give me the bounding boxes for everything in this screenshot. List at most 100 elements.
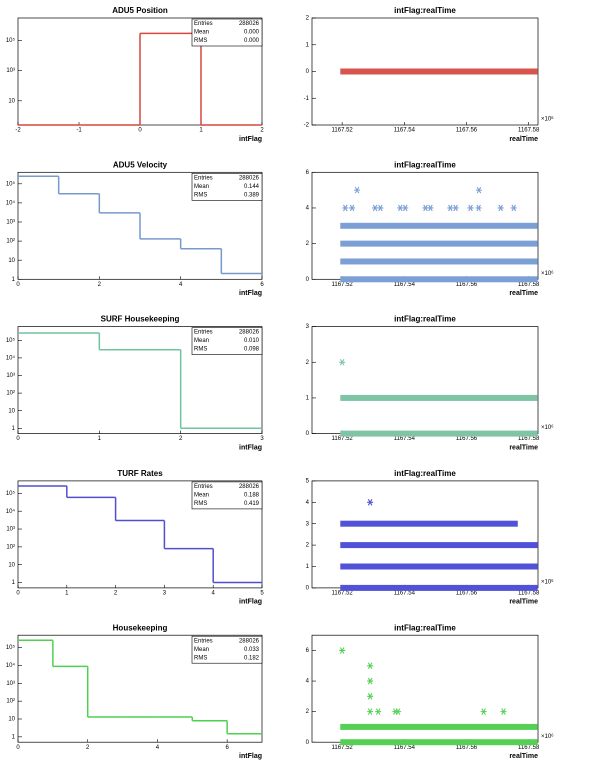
- x-tick-label: 4: [156, 745, 160, 751]
- x-axis-title: intFlag: [239, 753, 262, 760]
- chart-title: intFlag:realTime: [394, 315, 456, 324]
- y-tick-label: 10²: [6, 699, 15, 705]
- stats-label: RMS: [194, 347, 207, 353]
- stats-label: Entries: [194, 638, 213, 644]
- x-axis-title: realTime: [509, 599, 538, 606]
- x-tick-label: -2: [15, 128, 21, 134]
- y-tick-label: 10: [8, 98, 15, 104]
- stats-value: 0.010: [244, 338, 260, 344]
- stats-label: Mean: [194, 30, 209, 36]
- scatter-point: [377, 204, 384, 212]
- x-axis-title: realTime: [509, 444, 538, 451]
- x-tick-label: 0: [16, 745, 20, 751]
- x-tick-label: 1167.52: [332, 745, 354, 751]
- plot-frame: [17, 326, 263, 434]
- x-tick-label: 1167.58: [518, 590, 540, 596]
- scatter-point: [402, 204, 409, 212]
- y-tick-label: 2: [306, 16, 310, 22]
- y-tick-label: 10⁵: [6, 37, 16, 44]
- stats-value: 0.188: [244, 492, 260, 498]
- x-exponent: ×10⁶: [541, 270, 554, 277]
- y-tick-label: 10³: [6, 681, 15, 687]
- x-tick-label: 1167.52: [332, 590, 354, 596]
- chart-title: ADU5 Velocity: [113, 160, 168, 169]
- chart-title: Housekeeping: [113, 623, 168, 632]
- stats-value: 0.098: [244, 347, 260, 353]
- y-tick-label: 1: [306, 396, 310, 402]
- stats-box: [191, 18, 263, 47]
- stats-box: [191, 173, 263, 201]
- x-tick-label: 1167.54: [394, 590, 416, 596]
- x-tick-label: 2: [86, 745, 90, 751]
- stats-value: 288026: [239, 330, 260, 336]
- y-tick-label: 10²: [6, 544, 15, 550]
- x-tick-label: 6: [260, 282, 264, 288]
- scatter-point: [447, 204, 454, 212]
- scatter-point: [452, 204, 459, 212]
- chart-title: SURF Housekeeping: [101, 315, 180, 324]
- y-tick-label: 10²: [6, 391, 15, 397]
- stats-label: RMS: [194, 192, 207, 198]
- scatter-point: [339, 647, 346, 654]
- stats-value: 288026: [239, 21, 260, 27]
- scatter-point: [475, 186, 482, 194]
- x-tick-label: 1: [98, 436, 102, 442]
- y-tick-label: 10: [8, 562, 15, 568]
- y-tick-label: 5: [306, 478, 310, 484]
- x-tick-label: 1167.52: [332, 128, 354, 134]
- dense-row: [340, 723, 538, 730]
- dense-row: [340, 430, 538, 437]
- x-tick-label: 1: [65, 590, 69, 596]
- x-tick-label: 4: [179, 282, 183, 288]
- y-tick-label: 10⁵: [6, 337, 16, 344]
- scatter-point: [480, 708, 487, 715]
- x-tick-label: 0: [16, 282, 20, 288]
- stats-value: 288026: [239, 484, 260, 490]
- stats-label: RMS: [194, 38, 207, 44]
- x-axis-title: realTime: [509, 753, 538, 760]
- dense-row: [340, 222, 538, 229]
- stats-label: Entries: [194, 330, 213, 336]
- y-tick-label: 10³: [6, 373, 15, 379]
- y-tick-label: 10⁴: [6, 508, 16, 515]
- chart-title: intFlag:realTime: [394, 6, 456, 15]
- x-tick-label: -1: [76, 128, 82, 134]
- y-tick-label: 10⁵: [6, 644, 16, 651]
- scatter-point: [342, 204, 349, 212]
- stats-label: Entries: [194, 21, 213, 27]
- stats-value: 0.182: [244, 655, 260, 661]
- y-tick-label: 10³: [6, 527, 15, 533]
- y-tick-label: 10: [8, 717, 15, 723]
- stats-label: Entries: [194, 484, 213, 490]
- dense-row: [340, 394, 538, 401]
- x-tick-label: 1167.58: [518, 282, 540, 288]
- x-tick-label: 2: [260, 128, 264, 134]
- y-tick-label: 10²: [6, 239, 15, 245]
- stats-box: [191, 327, 263, 355]
- x-tick-label: 1167.58: [518, 745, 540, 751]
- x-tick-label: 1167.56: [456, 745, 478, 751]
- y-tick-label: 0: [306, 69, 310, 75]
- dense-row: [340, 258, 538, 265]
- x-tick-label: 1167.56: [456, 128, 478, 134]
- stats-value: 0.033: [244, 647, 260, 653]
- dense-row: [340, 68, 538, 75]
- stats-label: Mean: [194, 492, 209, 498]
- y-tick-label: 0: [306, 277, 310, 283]
- y-tick-label: -1: [304, 96, 310, 102]
- dense-row: [340, 240, 538, 247]
- stats-label: Entries: [194, 175, 213, 181]
- y-tick-label: 0: [306, 585, 310, 591]
- y-tick-label: 10: [8, 408, 15, 414]
- y-tick-label: 6: [306, 170, 310, 176]
- x-tick-label: 1167.54: [394, 436, 416, 442]
- y-tick-label: 1: [12, 580, 16, 586]
- scatter-point: [367, 708, 374, 715]
- x-axis-title: realTime: [509, 136, 538, 143]
- y-tick-label: 1: [12, 734, 16, 740]
- plot-frame: [17, 171, 263, 280]
- scatter-point: [349, 204, 356, 212]
- x-axis-title: intFlag: [239, 136, 262, 143]
- chart-title: intFlag:realTime: [394, 469, 456, 478]
- stats-value: 288026: [239, 175, 260, 181]
